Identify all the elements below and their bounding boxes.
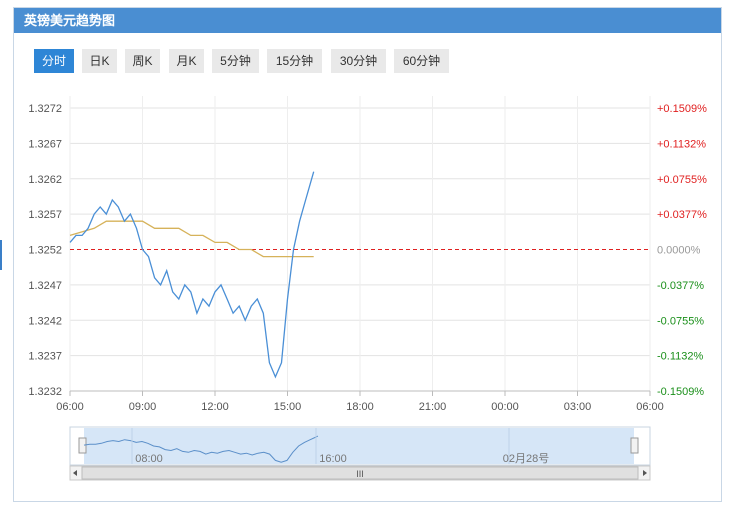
x-tick-label: 03:00 bbox=[564, 401, 592, 413]
navigator-handle-right bbox=[630, 437, 639, 454]
y2-tick-label: +0.1509% bbox=[657, 103, 707, 115]
panel-title: 英镑美元趋势图 bbox=[14, 8, 721, 33]
tab-2[interactable]: 周K bbox=[125, 49, 160, 73]
scrollbar-thumb bbox=[81, 466, 639, 480]
y2-axis-labels: +0.1509% +0.1132% +0.0755% +0.0377% 0.0000% -… bbox=[657, 103, 707, 398]
tab-0[interactable]: 分时 bbox=[34, 49, 74, 73]
y-tick-label: 1.3272 bbox=[28, 103, 62, 115]
navigator-series bbox=[83, 435, 319, 463]
navigator[interactable]: 08:00 16:00 02月28号 III bbox=[69, 426, 651, 481]
average-price-line bbox=[69, 220, 314, 258]
scrollbar-grip: III bbox=[356, 469, 364, 479]
y-tick-label: 1.3232 bbox=[28, 386, 62, 398]
tab-5[interactable]: 15分钟 bbox=[267, 49, 322, 73]
navigator-label: 08:00 bbox=[135, 453, 163, 465]
y2-tick-label: -0.0377% bbox=[657, 280, 704, 292]
x-tick-label: 00:00 bbox=[491, 401, 519, 413]
y2-tick-label: -0.0755% bbox=[657, 315, 704, 327]
tab-7[interactable]: 60分钟 bbox=[394, 49, 449, 73]
navigator-handle-left bbox=[78, 437, 87, 454]
y-tick-label: 1.3267 bbox=[28, 138, 62, 150]
y-tick-label: 1.3242 bbox=[28, 315, 62, 327]
scroll-left-arrow-icon[interactable] bbox=[73, 470, 77, 476]
navigator-label: 02月28号 bbox=[503, 452, 549, 465]
y-tick-label: 1.3237 bbox=[28, 351, 62, 363]
x-tick-label: 15:00 bbox=[274, 401, 302, 413]
y2-tick-label: -0.1509% bbox=[657, 386, 704, 398]
navigator-selection bbox=[84, 428, 634, 464]
x-tick-label: 18:00 bbox=[346, 401, 374, 413]
y-axis-labels: 1.3272 1.3267 1.3262 1.3257 1.3252 1.3247 1.32… bbox=[28, 103, 62, 398]
chart-panel: 英镑美元趋势图 分时 日K 周K 月K 5分钟 15分钟 30分钟 60分钟 bbox=[13, 7, 722, 502]
grid bbox=[69, 96, 651, 396]
x-axis-labels: 06:00 09:00 12:00 15:00 18:00 21:00 00:00 03:00… bbox=[56, 401, 664, 413]
x-tick-label: 09:00 bbox=[129, 401, 157, 413]
y-tick-label: 1.3247 bbox=[28, 280, 62, 292]
price-line bbox=[69, 171, 315, 379]
scroll-right-arrow-icon[interactable] bbox=[643, 470, 647, 476]
tab-6[interactable]: 30分钟 bbox=[331, 49, 386, 73]
y-tick-label: 1.3252 bbox=[28, 245, 62, 257]
y2-tick-label: -0.1132% bbox=[657, 351, 703, 363]
tab-3[interactable]: 月K bbox=[169, 49, 204, 73]
y-tick-label: 1.3257 bbox=[28, 209, 62, 221]
y2-tick-label: +0.1132% bbox=[657, 138, 706, 150]
x-tick-label: 06:00 bbox=[636, 401, 664, 413]
x-tick-label: 12:00 bbox=[201, 401, 229, 413]
x-tick-label: 21:00 bbox=[419, 401, 447, 413]
y2-tick-label: 0.0000% bbox=[657, 245, 701, 257]
edge-marker bbox=[0, 240, 2, 270]
x-tick-label: 06:00 bbox=[56, 401, 84, 413]
tab-4[interactable]: 5分钟 bbox=[212, 49, 259, 73]
y-tick-label: 1.3262 bbox=[28, 174, 62, 186]
y2-tick-label: +0.0755% bbox=[657, 174, 707, 186]
tab-1[interactable]: 日K bbox=[82, 49, 117, 73]
y2-tick-label: +0.0377% bbox=[657, 209, 707, 221]
navigator-label: 16:00 bbox=[319, 453, 347, 465]
